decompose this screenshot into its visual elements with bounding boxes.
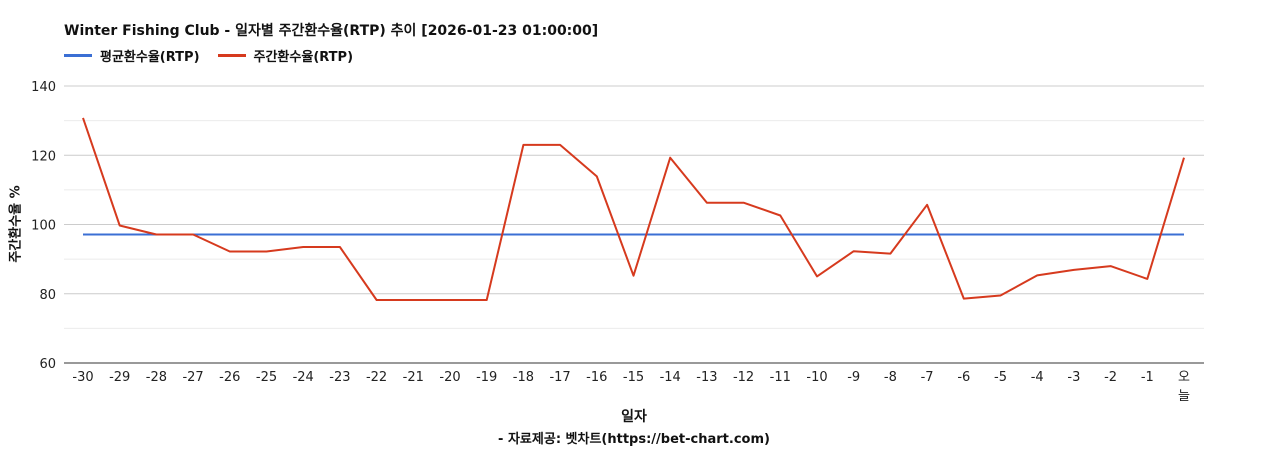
x-tick-label: -28: [146, 370, 167, 385]
x-tick-label: -27: [182, 370, 203, 385]
source-note: - 자료제공: 벳차트(https://bet-chart.com): [498, 432, 770, 447]
x-axis-label: 일자: [621, 409, 647, 425]
x-tick-label: -2: [1104, 370, 1117, 385]
x-tick-label: -30: [72, 370, 93, 385]
x-tick-label: -15: [623, 370, 644, 385]
x-tick-label: -14: [660, 370, 681, 385]
y-tick-label: 80: [39, 288, 56, 303]
x-tick-label: -21: [403, 370, 424, 385]
legend-label-weekly: 주간환수율(RTP): [253, 50, 354, 65]
x-tick-label: -5: [994, 370, 1007, 385]
x-tick-label: -12: [733, 370, 754, 385]
x-tick-label: -29: [109, 370, 130, 385]
x-tick-label: -3: [1067, 370, 1080, 385]
x-tick-label: -24: [293, 370, 314, 385]
legend-label-average: 평균환수율(RTP): [100, 50, 200, 65]
x-tick-label: -19: [476, 370, 497, 385]
legend-item-weekly[interactable]: 주간환수율(RTP): [217, 46, 354, 65]
x-tick-label: -13: [696, 370, 717, 385]
x-tick-label: -4: [1031, 370, 1044, 385]
legend-swatch-average: [64, 54, 92, 57]
legend-swatch-weekly: [217, 54, 246, 57]
x-tick-label: -26: [219, 370, 240, 385]
x-tick-label: -11: [770, 370, 791, 385]
x-tick-label: -16: [586, 370, 607, 385]
x-tick-label: -6: [957, 370, 970, 385]
x-tick-label: -7: [921, 370, 934, 385]
chart-title: Winter Fishing Club - 일자별 주간환수율(RTP) 추이 …: [64, 23, 599, 39]
x-tick-label: -17: [549, 370, 570, 385]
x-tick-label: 늘: [1178, 389, 1190, 404]
y-tick-label: 120: [31, 149, 56, 164]
x-tick-label: -20: [439, 370, 460, 385]
series-line-weekly: [82, 117, 1185, 301]
x-tick-label: -10: [806, 370, 827, 385]
y-tick-label: 100: [31, 219, 56, 234]
x-tick-label: 오: [1178, 370, 1190, 385]
x-tick-label: -22: [366, 370, 387, 385]
x-tick-label: -18: [513, 370, 534, 385]
x-tick-label: -8: [884, 370, 897, 385]
legend: 평균환수율(RTP) 주간환수율(RTP): [64, 46, 353, 65]
legend-item-average[interactable]: 평균환수율(RTP): [64, 46, 200, 65]
y-tick-label: 140: [31, 80, 56, 95]
y-tick-label: 60: [39, 357, 56, 372]
x-tick-label: -1: [1141, 370, 1154, 385]
x-tick-label: -23: [329, 370, 350, 385]
x-tick-label: -25: [256, 370, 277, 385]
x-tick-label: -9: [847, 370, 860, 385]
